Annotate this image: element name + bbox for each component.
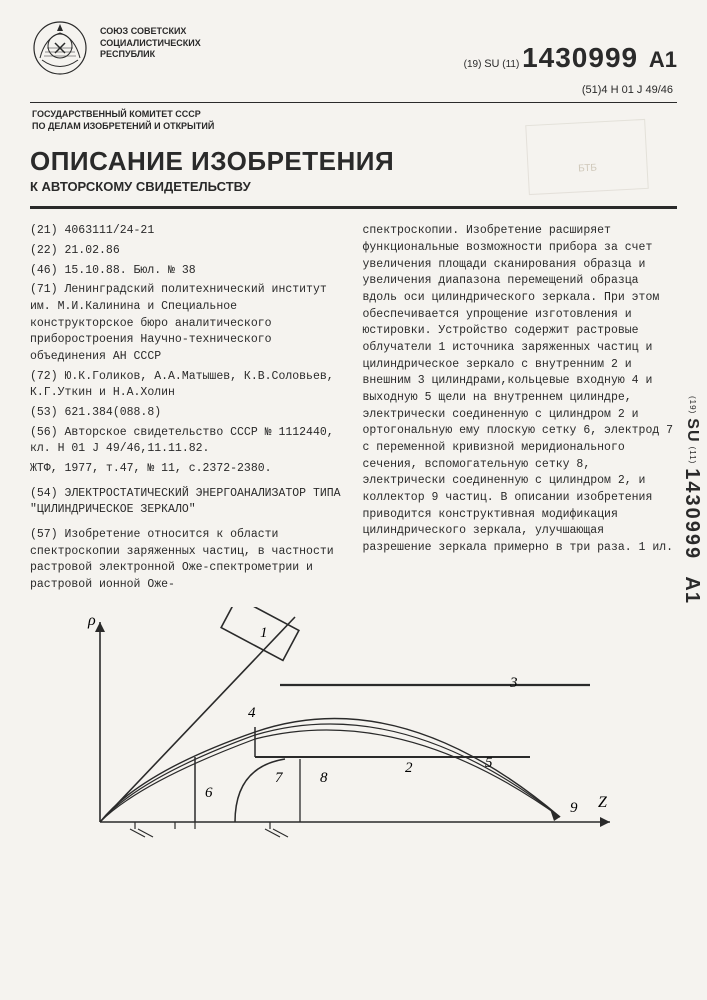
field-56: (56) Авторское свидетельство СССР № 1112… [30, 425, 345, 458]
svg-text:1: 1 [260, 625, 268, 641]
side-a1: A1 [681, 576, 703, 604]
field-57: (57) Изобретение относится к области спе… [30, 527, 345, 594]
stamp-text: БТБ [578, 163, 597, 175]
header-row: СОЮЗ СОВЕТСКИХ СОЦИАЛИСТИЧЕСКИХ РЕСПУБЛИ… [0, 0, 707, 78]
republic-line: СОЮЗ СОВЕТСКИХ [100, 26, 201, 38]
stamp-mark: БТБ [525, 119, 648, 195]
committee-line: ГОСУДАРСТВЕННЫЙ КОМИТЕТ СССР [32, 109, 707, 121]
patent-number: 1430999 [522, 42, 638, 73]
svg-text:9: 9 [570, 800, 578, 816]
class-value: H 01 J 49/46 [611, 84, 673, 96]
side-prefix11: (11) [688, 447, 697, 465]
classification-code: (51)4 H 01 J 49/46 [0, 78, 707, 96]
side-prefix19: (19) [688, 396, 697, 414]
svg-text:5: 5 [485, 755, 493, 771]
field-21: (21) 4063111/24-21 [30, 223, 345, 240]
left-column: (21) 4063111/24-21 (22) 21.02.86 (46) 15… [30, 223, 345, 596]
svg-text:8: 8 [320, 770, 328, 786]
republic-label: СОЮЗ СОВЕТСКИХ СОЦИАЛИСТИЧЕСКИХ РЕСПУБЛИ… [100, 18, 201, 61]
title-block: ОПИСАНИЕ ИЗОБРЕТЕНИЯ К АВТОРСКОМУ СВИДЕТ… [0, 132, 707, 198]
prefix-11: (11) [502, 59, 519, 70]
side-number: 1430999 [681, 468, 703, 560]
right-column: спектроскопии. Изобретение расширяет фун… [363, 223, 678, 596]
side-doc-number: (19) SU (11) 1430999 A1 [680, 396, 703, 604]
prefix-19: (19) [464, 59, 482, 70]
svg-text:ρ: ρ [87, 612, 96, 629]
svg-text:2: 2 [405, 760, 413, 776]
svg-text:4: 4 [248, 705, 256, 721]
country-code: SU [484, 58, 499, 70]
field-46: (46) 15.10.88. Бюл. № 38 [30, 263, 345, 280]
class-prefix: (51)4 [582, 84, 608, 96]
field-72: (72) Ю.К.Голиков, А.А.Матышев, К.В.Солов… [30, 369, 345, 402]
svg-text:6: 6 [205, 785, 213, 801]
republic-line: РЕСПУБЛИК [100, 49, 201, 61]
field-53: (53) 621.384(088.8) [30, 405, 345, 422]
svg-text:7: 7 [275, 770, 284, 786]
field-71: (71) Ленинградский политехнический инсти… [30, 282, 345, 365]
ussr-emblem-icon [30, 18, 90, 78]
side-su: SU [684, 418, 701, 442]
kind-code: A1 [649, 47, 677, 72]
republic-line: СОЦИАЛИСТИЧЕСКИХ [100, 38, 201, 50]
schematic-svg: ρ Z 1 2 3 4 5 6 7 8 9 [30, 607, 660, 867]
field-22: (22) 21.02.86 [30, 243, 345, 260]
svg-text:Z: Z [598, 794, 608, 811]
svg-text:3: 3 [509, 675, 518, 691]
abstract-continuation: спектроскопии. Изобретение расширяет фун… [363, 223, 678, 556]
figure-diagram: ρ Z 1 2 3 4 5 6 7 8 9 [30, 607, 677, 867]
two-column-body: (21) 4063111/24-21 (22) 21.02.86 (46) 15… [0, 209, 707, 596]
field-56b: ЖТФ, 1977, т.47, № 11, с.2372-2380. [30, 461, 345, 478]
field-54: (54) ЭЛЕКТРОСТАТИЧЕСКИЙ ЭНЕРГОАНАЛИЗАТОР… [30, 486, 345, 519]
document-number: (19) SU (11) 1430999 A1 [464, 18, 677, 74]
